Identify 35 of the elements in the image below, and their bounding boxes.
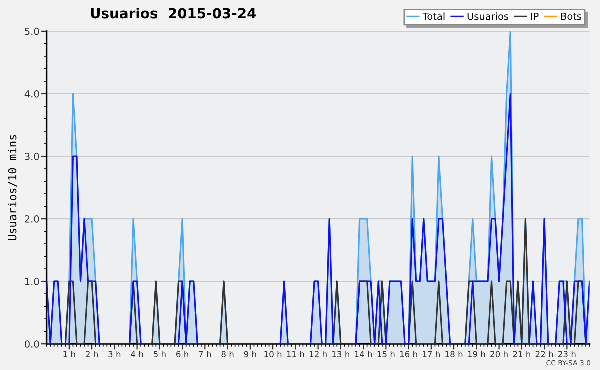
x-tick-label: 22 h: [536, 351, 554, 358]
legend-label: Bots: [561, 12, 582, 20]
y-tick-label: 0.0: [25, 340, 40, 348]
legend-label: IP: [531, 12, 539, 20]
y-tick-label: 3.0: [25, 152, 40, 160]
x-tick-label: 15 h: [378, 351, 395, 358]
x-tick-label: 14 h: [355, 351, 372, 358]
x-tick-label: 17 h: [423, 351, 440, 358]
y-tick-label: 5.0: [25, 28, 40, 36]
y-tick-label: 4.0: [24, 90, 40, 98]
x-tick-label: 5 h: [154, 351, 166, 358]
y-tick-label: 2.0: [25, 216, 40, 223]
y-axis-title: Usuarios/10 mins: [8, 135, 18, 240]
x-tick-label: 10 h: [264, 351, 282, 358]
legend-label: Usuarios: [468, 12, 509, 20]
x-tick-label: 6 h: [176, 351, 188, 358]
x-tick-label: 3 h: [108, 351, 121, 358]
y-tick-label: 1.0: [25, 278, 40, 286]
x-tick-label: 9 h: [244, 351, 256, 358]
x-tick-label: 18 h: [446, 351, 463, 358]
x-tick-label: 16 h: [400, 351, 418, 358]
x-tick-label: 7 h: [199, 351, 212, 358]
legend-label: Total: [422, 12, 445, 20]
x-tick-label: 12 h: [310, 351, 327, 358]
x-tick-label: 19 h: [468, 351, 486, 358]
x-tick-label: 11 h: [287, 351, 304, 358]
x-tick-label: 1 h: [64, 351, 76, 358]
x-tick-label: 13 h: [332, 351, 350, 358]
x-tick-label: 21 h: [513, 351, 530, 358]
x-tick-label: 8 h: [222, 351, 234, 358]
x-tick-label: 2 h: [86, 351, 98, 358]
x-tick-label: 4 h: [131, 351, 144, 358]
x-tick-label: 20 h: [490, 351, 508, 358]
chart-title: Usuarios 2015-03-24: [91, 8, 256, 19]
x-tick-label: 23 h: [558, 351, 576, 358]
